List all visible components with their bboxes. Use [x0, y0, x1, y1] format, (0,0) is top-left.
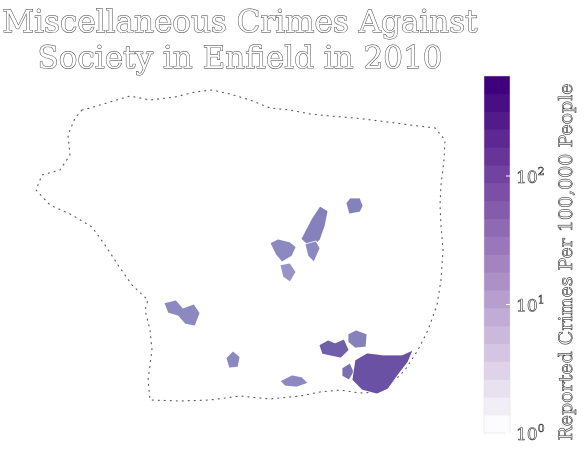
colorbar-step [484, 343, 510, 362]
colorbar-step [484, 379, 510, 398]
colorbar-step [484, 397, 510, 416]
ward-west [163, 299, 201, 327]
colorbar-step [484, 254, 510, 273]
ward-south-east-small [347, 329, 368, 349]
colorbar-label: Reported Crimes Per 100,000 People [555, 83, 577, 440]
colorbar: 100 101 102 Reported Crimes Per 100,000 Pe… [483, 75, 577, 445]
colorbar-ticks: 100 101 102 [506, 165, 545, 445]
colorbar-step [484, 218, 510, 237]
colorbar-tick-label: 100 [516, 422, 545, 445]
colorbar-frame [483, 75, 511, 434]
colorbar-step [484, 325, 510, 345]
borough-outline [35, 89, 446, 402]
shaded-wards [163, 197, 414, 395]
title-line-1: Miscellaneous Crimes Against [2, 4, 478, 40]
colorbar-step [484, 111, 510, 130]
colorbar-step [484, 183, 510, 202]
ward-north-2 [269, 238, 297, 263]
ward-north-4 [304, 240, 321, 263]
ward-north-5 [279, 262, 297, 283]
colorbar-step [484, 147, 510, 166]
ward-south-1 [279, 374, 309, 388]
map-title: Miscellaneous Crimes Against Society in … [2, 4, 479, 77]
ward-south-east-2 [318, 338, 350, 359]
colorbar-step [484, 76, 510, 95]
colorbar-step [484, 129, 510, 148]
colorbar-step [484, 165, 510, 184]
colorbar-tick-label: 101 [516, 293, 545, 316]
colorbar-step [484, 236, 510, 255]
colorbar-gradient [484, 76, 510, 434]
title-line-2: Society in Enfield in 2010 [38, 40, 443, 76]
ward-south-west [225, 350, 241, 369]
ward-south-east-main [351, 349, 414, 395]
colorbar-tick-label: 102 [516, 165, 545, 188]
ward-south-east-3 [341, 362, 355, 381]
colorbar-step [484, 290, 510, 309]
ward-north-1 [345, 197, 364, 215]
colorbar-step [484, 361, 510, 380]
colorbar-step [484, 200, 510, 220]
colorbar-step [484, 308, 510, 327]
colorbar-step [484, 272, 510, 291]
colorbar-step [484, 93, 510, 112]
colorbar-step [484, 415, 510, 434]
